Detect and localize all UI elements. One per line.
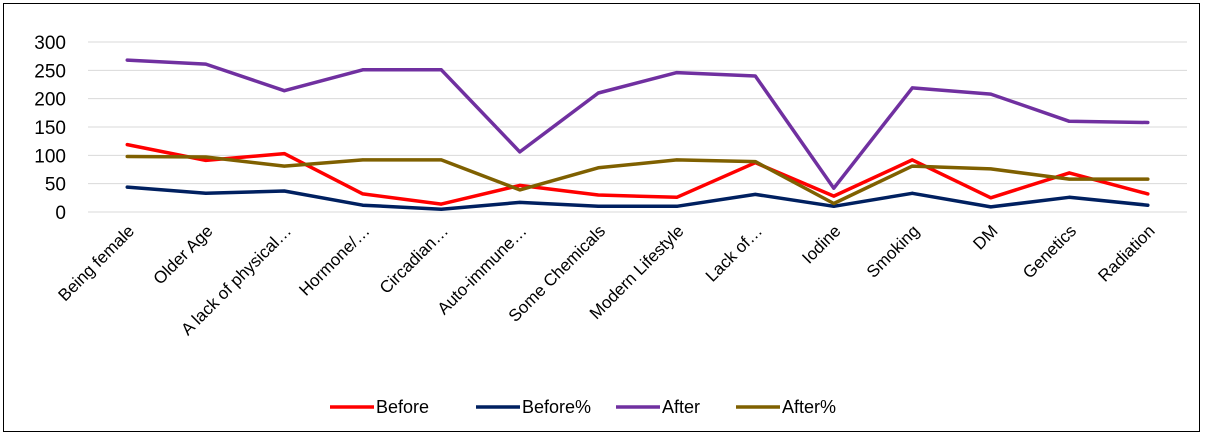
x-tick-label: Older Age	[150, 221, 217, 288]
x-tick-label: DM	[969, 221, 1001, 253]
data-point	[204, 158, 208, 162]
y-tick-label: 100	[34, 146, 66, 167]
data-point	[518, 150, 522, 154]
data-point	[1146, 192, 1150, 196]
data-point	[439, 207, 443, 211]
data-point	[282, 152, 286, 156]
x-tick-label: Radiation	[1094, 221, 1158, 285]
data-point	[832, 204, 836, 208]
data-point	[1067, 119, 1071, 123]
legend-label: After%	[782, 397, 836, 417]
x-tick-label: Iodine	[798, 221, 844, 267]
y-tick-label: 150	[34, 118, 66, 139]
data-point	[910, 158, 914, 162]
series-line-after-pct	[125, 154, 1150, 206]
data-point	[753, 160, 757, 164]
data-point	[675, 158, 679, 162]
data-point	[1067, 195, 1071, 199]
data-point	[361, 158, 365, 162]
data-point	[596, 204, 600, 208]
data-point	[1146, 120, 1150, 124]
data-point	[361, 203, 365, 207]
data-point	[832, 186, 836, 190]
x-tick-label: Circadian…	[376, 221, 452, 297]
data-point	[204, 155, 208, 159]
legend: Before Before% After After%	[330, 397, 836, 417]
data-point	[675, 204, 679, 208]
x-tick-label: Genetics	[1019, 221, 1080, 282]
y-tick-label: 0	[55, 203, 66, 224]
legend-label: Before%	[522, 397, 591, 417]
y-tick-label: 50	[45, 175, 66, 196]
data-point	[753, 74, 757, 78]
data-point	[204, 191, 208, 195]
data-point	[1067, 171, 1071, 175]
data-point	[125, 58, 129, 62]
chart-frame: 0 50 100 150 200 250 300 Being female Older Age…	[3, 3, 1200, 432]
data-point	[439, 202, 443, 206]
data-point	[282, 189, 286, 193]
data-point	[518, 200, 522, 204]
series-line-after	[125, 58, 1150, 190]
x-tick-label: Hormone/…	[295, 221, 373, 299]
data-point	[125, 143, 129, 147]
data-point	[989, 196, 993, 200]
data-point	[518, 183, 522, 187]
data-point	[596, 193, 600, 197]
data-point	[439, 158, 443, 162]
legend-label: Before	[376, 397, 429, 417]
x-tick-label: Being female	[54, 221, 138, 305]
data-point	[125, 154, 129, 158]
data-point	[125, 185, 129, 189]
series-line-before	[125, 142, 1150, 206]
data-point	[282, 89, 286, 93]
data-point	[989, 205, 993, 209]
data-point	[832, 194, 836, 198]
data-point	[361, 68, 365, 72]
data-point	[596, 91, 600, 95]
data-point	[204, 62, 208, 66]
data-point	[989, 167, 993, 171]
data-point	[675, 71, 679, 75]
data-point	[361, 192, 365, 196]
data-point	[596, 166, 600, 170]
data-point	[439, 68, 443, 72]
x-tick-label: Lack of…	[702, 221, 766, 285]
y-tick-label: 250	[34, 61, 66, 82]
data-point	[518, 188, 522, 192]
series-line-before-pct	[125, 185, 1150, 211]
series-lines	[125, 58, 1150, 211]
data-point	[753, 192, 757, 196]
legend-label: After	[662, 397, 700, 417]
data-point	[832, 202, 836, 205]
data-point	[1146, 203, 1150, 207]
data-point	[910, 164, 914, 168]
y-tick-label: 300	[34, 33, 66, 54]
y-tick-label: 200	[34, 90, 66, 111]
x-tick-label: Smoking	[863, 221, 923, 281]
data-point	[1067, 177, 1071, 181]
data-point	[675, 195, 679, 199]
data-point	[910, 191, 914, 195]
data-point	[989, 92, 993, 96]
line-chart: 0 50 100 150 200 250 300 Being female Older Age…	[34, 33, 1187, 417]
data-point	[282, 164, 286, 168]
y-axis-ticks: 0 50 100 150 200 250 300	[34, 33, 66, 224]
data-point	[910, 86, 914, 90]
data-point	[1146, 177, 1150, 181]
